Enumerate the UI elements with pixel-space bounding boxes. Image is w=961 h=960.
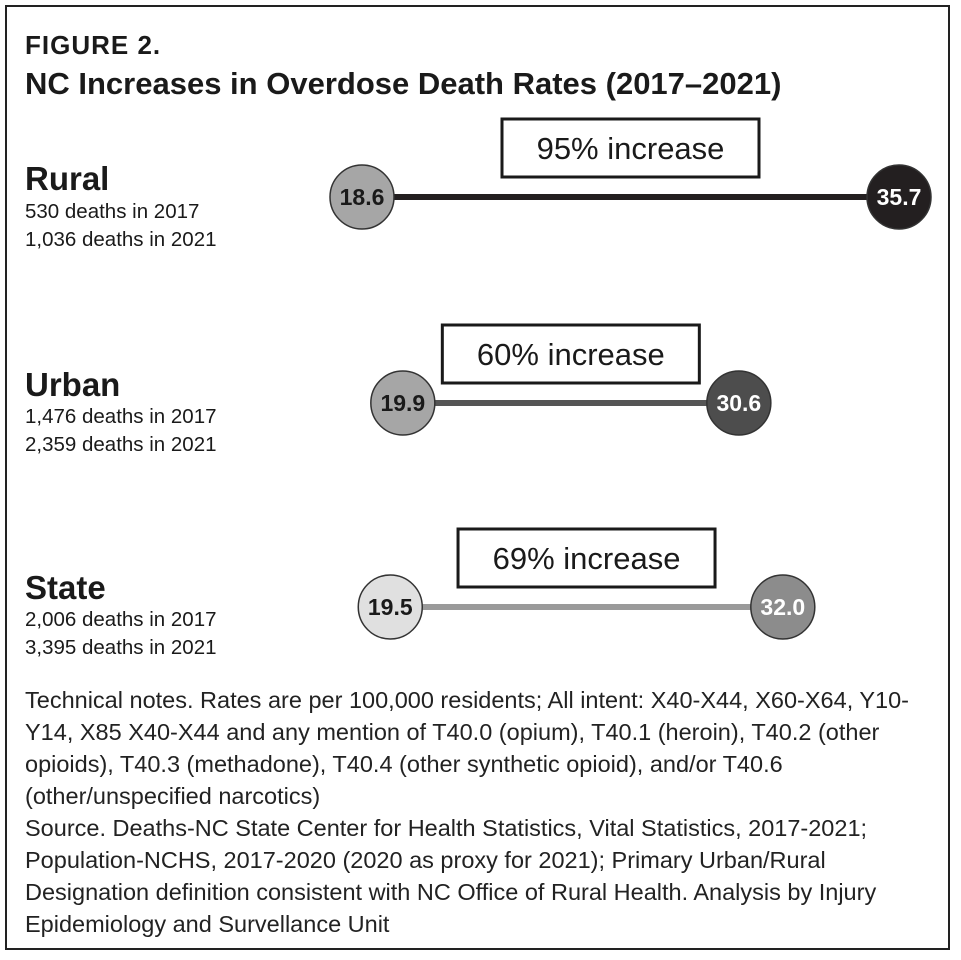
marker-2017-rural — [329, 164, 395, 230]
row-label-urban: Urban — [25, 366, 121, 403]
row-deaths-urban: 1,476 deaths in 2017 2,359 deaths in 202… — [25, 403, 217, 459]
source-notes: Source. Deaths-NC State Center for Healt… — [25, 815, 877, 937]
technical-notes: Technical notes. Rates are per 100,000 r… — [25, 687, 909, 809]
value-label-2017-state: 19.5 — [368, 594, 413, 620]
deaths-2017-state: 2,006 deaths in 2017 — [25, 608, 217, 631]
value-label-2021-state: 32.0 — [760, 594, 805, 620]
row-label-state: State — [25, 569, 106, 606]
increase-box-urban — [440, 323, 701, 385]
marker-2021-state — [750, 574, 816, 640]
marker-2017-urban — [370, 370, 436, 436]
deaths-2021-rural: 1,036 deaths in 2021 — [25, 228, 217, 251]
marker-2021-rural — [866, 164, 932, 230]
marker-2021-urban — [706, 370, 772, 436]
notes-block: Technical notes. Rates are per 100,000 r… — [25, 684, 935, 940]
value-label-2017-rural: 18.6 — [340, 184, 385, 210]
increase-box-state — [456, 527, 717, 589]
increase-label-state: 69% increase — [493, 541, 681, 576]
deaths-2017-rural: 530 deaths in 2017 — [25, 200, 200, 223]
row-deaths-rural: 530 deaths in 2017 1,036 deaths in 2021 — [25, 198, 217, 254]
deaths-2017-urban: 1,476 deaths in 2017 — [25, 405, 217, 428]
row-deaths-state: 2,006 deaths in 2017 3,395 deaths in 202… — [25, 606, 217, 662]
row-label-rural: Rural — [25, 160, 110, 197]
value-label-2021-rural: 35.7 — [877, 184, 922, 210]
increase-label-urban: 60% increase — [477, 337, 665, 372]
increase-label-rural: 95% increase — [537, 131, 725, 166]
deaths-2021-urban: 2,359 deaths in 2021 — [25, 433, 217, 456]
value-label-2021-urban: 30.6 — [716, 390, 761, 416]
marker-2017-state — [357, 574, 424, 640]
dumbbell-chart: 18.6 35.7 95% increase 19.9 30.6 60% increase… — [329, 117, 932, 640]
deaths-2021-state: 3,395 deaths in 2021 — [25, 636, 217, 659]
figure-label: FIGURE 2. — [25, 30, 162, 60]
increase-box-rural — [500, 117, 761, 179]
figure-frame — [5, 5, 950, 950]
value-label-2017-urban: 19.9 — [380, 390, 425, 416]
figure-title: NC Increases in Overdose Death Rates (20… — [25, 66, 782, 101]
